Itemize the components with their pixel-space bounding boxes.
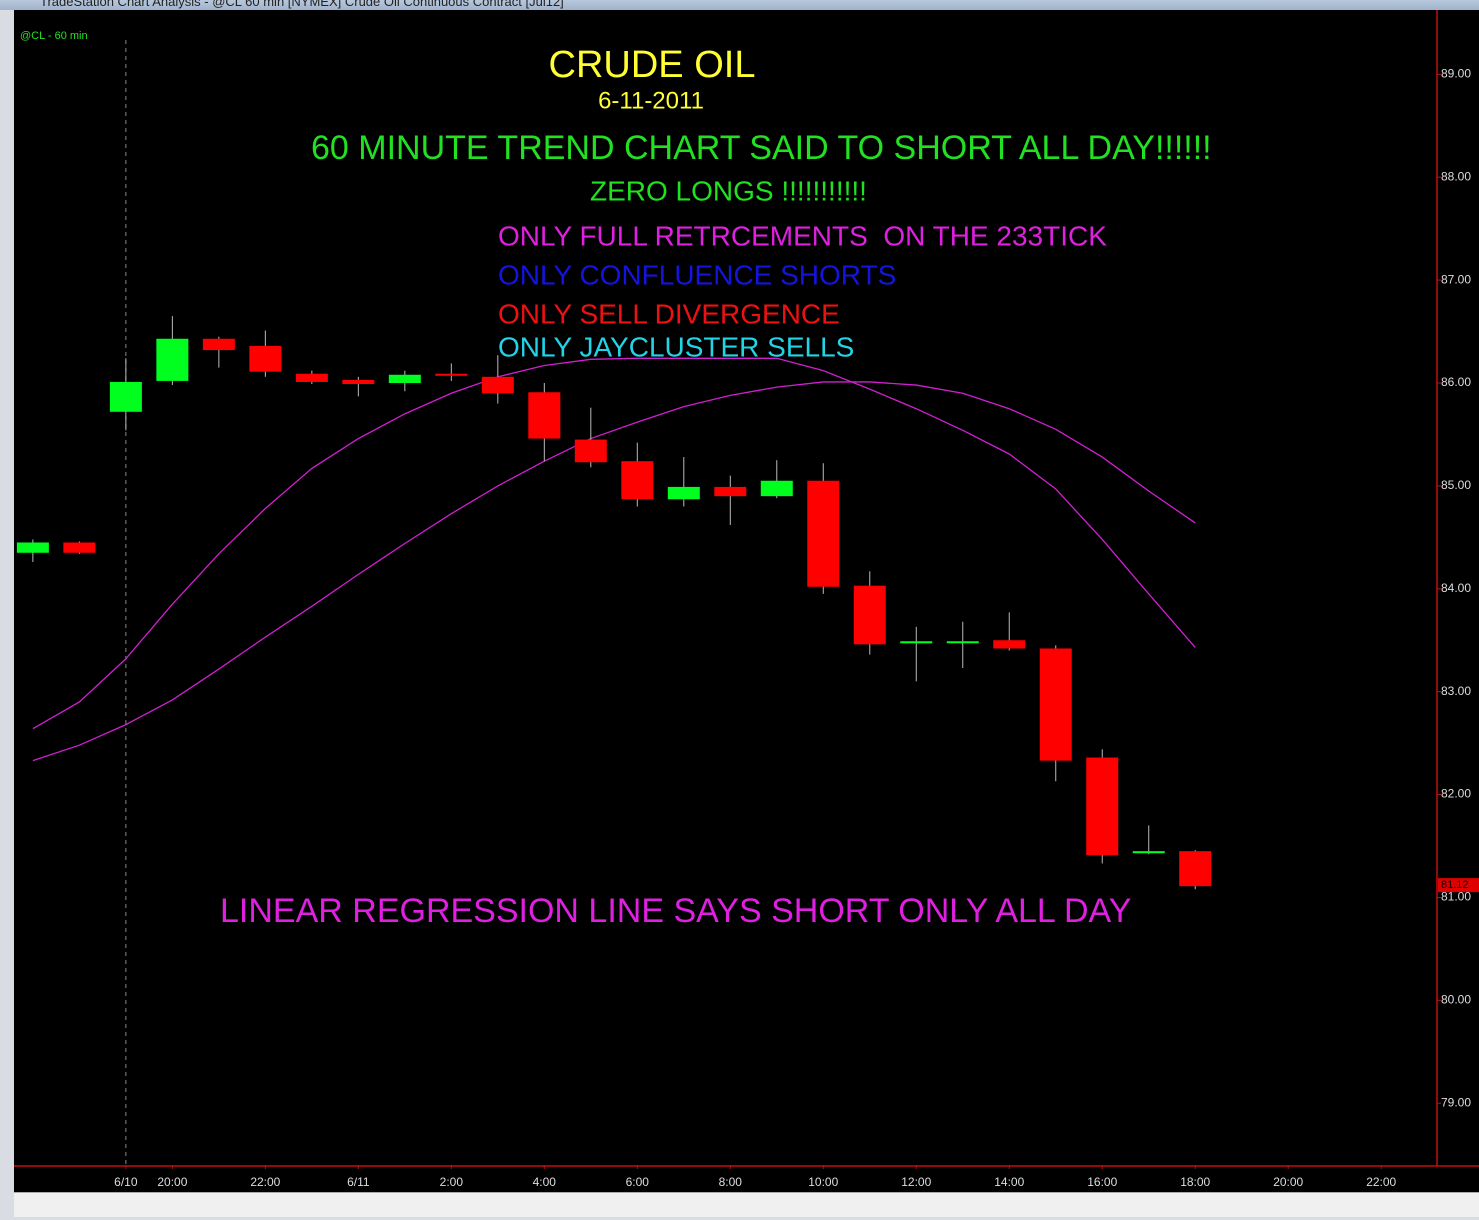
candle-body [435,373,468,376]
symbol-label: @CL - 60 min [20,30,88,42]
candle-body [1039,648,1072,761]
candle-body [1179,851,1212,887]
chart-subtitle: 6-11-2011 [598,87,704,114]
x-tick-label: 12:00 [901,1175,931,1189]
x-tick-label: 8:00 [719,1175,743,1189]
annotation: 60 MINUTE TREND CHART SAID TO SHORT ALL … [311,129,1212,167]
x-tick-label: 6/10 [114,1175,138,1189]
candle-body [621,461,654,500]
candle-body [714,486,747,497]
candle-body [388,374,421,383]
x-tick-label: 6:00 [626,1175,650,1189]
x-tick-label: 4:00 [533,1175,557,1189]
x-tick-label: 20:00 [1273,1175,1303,1189]
candle-body [853,585,886,645]
x-tick-label: 16:00 [1087,1175,1117,1189]
candle-body [156,338,189,381]
indicator-line [32,381,1196,762]
chart-title: CRUDE OIL [549,44,756,86]
candle-body [574,439,607,463]
candle-body [202,338,235,351]
y-tick-label: 81.00 [1441,890,1471,904]
candle-body [667,486,700,500]
indicator-line [32,357,1196,730]
y-tick-label: 80.00 [1441,993,1471,1007]
candle-body [295,373,328,382]
x-tick-label: 22:00 [250,1175,280,1189]
title-bar: TradeStation Chart Analysis - @CL 60 min… [0,0,1479,10]
candle-body [481,376,514,394]
scrollbar[interactable] [14,1192,1479,1217]
candle-body [900,641,933,644]
last-price-label: 81.12 [1441,879,1469,891]
candle-body [109,381,142,412]
x-tick-label: 14:00 [994,1175,1024,1189]
candle-body [342,379,375,385]
x-tick-label: 20:00 [157,1175,187,1189]
candle-body [1132,851,1165,854]
y-tick-label: 85.00 [1441,478,1471,492]
candle-body [807,480,840,587]
y-tick-label: 84.00 [1441,581,1471,595]
window-title: TradeStation Chart Analysis - @CL 60 min… [40,0,564,9]
annotation: ONLY FULL RETRCEMENTS ON THE 233TICK [498,220,1107,251]
annotation: ZERO LONGS !!!!!!!!!!! [590,175,867,206]
x-tick-label: 6/11 [347,1175,370,1189]
annotation: ONLY CONFLUENCE SHORTS [498,259,896,290]
y-tick-label: 82.00 [1441,787,1471,801]
annotation: ONLY JAYCLUSTER SELLS [498,331,854,362]
x-tick-label: 2:00 [440,1175,464,1189]
candle-body [16,542,49,553]
chart-background [14,10,1479,1192]
chart: @CL - 60 min CRUDE OIL 6-11-2011 79.00 80… [14,10,1479,1192]
x-tick-label: 10:00 [808,1175,838,1189]
y-tick-label: 88.00 [1441,169,1471,183]
candle-body [249,345,282,372]
candle-body [760,480,793,497]
annotation: LINEAR REGRESSION LINE SAYS SHORT ONLY A… [220,892,1131,930]
y-tick-label: 83.00 [1441,684,1471,698]
candle-body [63,542,96,553]
last-price-box [1438,878,1479,893]
y-tick-label: 89.00 [1441,66,1471,80]
y-tick-label: 79.00 [1441,1095,1471,1109]
y-tick-label: 86.00 [1441,375,1471,389]
candle-body [946,641,979,644]
candle-body [1086,757,1119,856]
annotation: ONLY SELL DIVERGENCE [498,298,840,329]
y-tick-label: 87.00 [1441,272,1471,286]
x-tick-label: 22:00 [1366,1175,1396,1189]
candle-body [528,392,561,439]
candle-body [993,640,1026,649]
x-tick-label: 18:00 [1180,1175,1210,1189]
